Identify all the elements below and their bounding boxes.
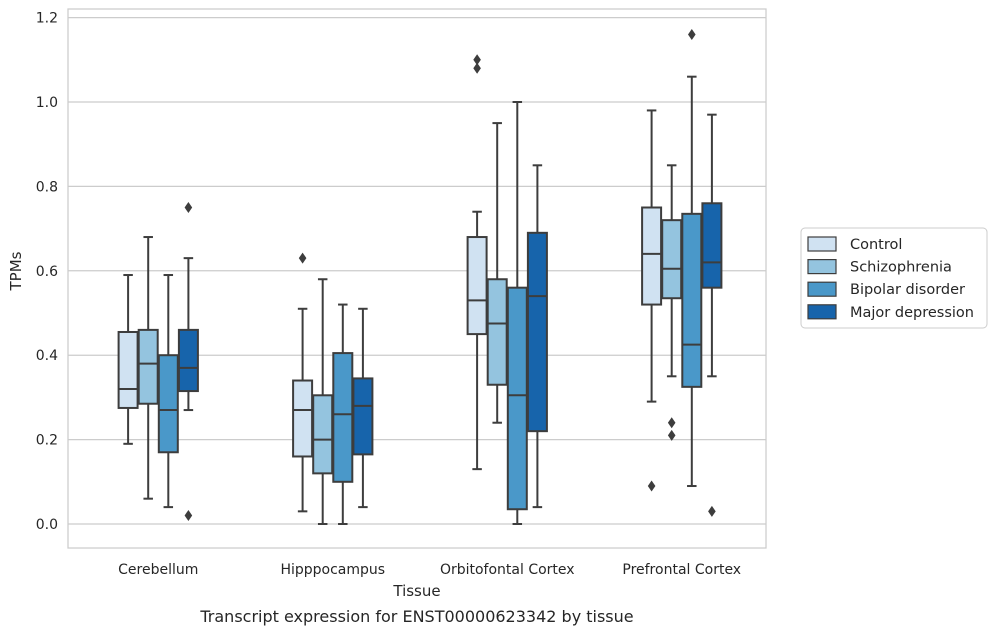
legend-entry: Schizophrenia	[850, 260, 952, 276]
box-1-0	[292, 252, 314, 513]
box-body	[117, 330, 139, 409]
x-tick-label: Orbitofontal Cortex	[440, 562, 575, 578]
x-axis-label: Tissue	[392, 582, 440, 600]
box-1-1	[312, 278, 334, 525]
box-body	[292, 379, 314, 458]
box-groups	[117, 28, 723, 525]
box-body	[466, 236, 488, 336]
outlier-point	[667, 429, 676, 441]
box-body	[526, 231, 548, 433]
box-2-2	[506, 101, 528, 525]
box-body	[681, 212, 703, 388]
box-body	[641, 206, 663, 306]
box-body	[332, 352, 354, 483]
box-body	[137, 328, 159, 405]
outlier-point	[708, 505, 716, 517]
legend-entry: Major depression	[850, 305, 974, 321]
box-body	[177, 328, 199, 393]
box-body	[661, 219, 683, 300]
box-0-3	[177, 202, 199, 522]
box-3-3	[701, 113, 723, 517]
x-tick-label: Hipppocampus	[280, 562, 385, 578]
y-tick-label: 0.6	[36, 264, 58, 280]
x-axis-ticks: Cerebellum Hipppocampus Orbitofontal Corte…	[118, 562, 741, 578]
y-tick-label: 0.4	[36, 348, 58, 364]
box-3-1	[661, 164, 683, 441]
legend: Control Schizophrenia Bipolar disorder Majo…	[800, 227, 988, 329]
y-tick-label: 1.0	[36, 95, 58, 111]
y-tick-label: 0.8	[36, 179, 58, 195]
outlier-point	[647, 480, 656, 492]
y-tick-label: 1.2	[36, 11, 58, 27]
legend-entry: Control	[850, 237, 902, 253]
box-body	[701, 202, 723, 289]
box-body	[352, 377, 374, 456]
outlier-point	[473, 54, 481, 66]
x-tick-label: Cerebellum	[118, 562, 198, 578]
box-body	[506, 286, 528, 511]
y-axis-ticks: 0.0 0.2 0.4 0.6 0.8 1.0 1.2	[36, 11, 58, 533]
box-1-2	[332, 303, 354, 525]
box-0-0	[117, 274, 139, 445]
box-2-3	[526, 164, 548, 509]
legend-entry: Bipolar disorder	[850, 282, 965, 298]
legend-swatch	[807, 259, 837, 275]
plot-frame	[67, 8, 767, 549]
box-body	[157, 354, 179, 454]
box-1-3	[352, 307, 374, 509]
outlier-point	[298, 252, 307, 264]
chart-caption: Transcript expression for ENST0000062334…	[199, 607, 633, 626]
box-2-1	[486, 122, 508, 424]
box-0-1	[137, 236, 159, 500]
legend-swatch	[807, 304, 837, 320]
y-tick-label: 0.2	[36, 433, 58, 449]
outlier-point	[667, 417, 676, 429]
box-3-0	[641, 109, 663, 492]
box-2-0	[466, 54, 488, 471]
y-tick-label: 0.0	[36, 517, 58, 533]
box-3-2	[681, 28, 703, 488]
legend-swatch	[807, 281, 837, 297]
y-axis-label: TPMs	[7, 251, 25, 291]
outlier-point	[184, 202, 193, 213]
box-body	[486, 278, 508, 386]
outlier-point	[688, 28, 696, 40]
box-body	[312, 394, 334, 475]
legend-swatch	[807, 236, 837, 252]
legend-frame	[800, 227, 988, 329]
outlier-point	[184, 510, 193, 522]
x-tick-label: Prefrontal Cortex	[622, 562, 741, 578]
outlier-point	[473, 62, 481, 74]
box-0-2	[157, 274, 179, 509]
